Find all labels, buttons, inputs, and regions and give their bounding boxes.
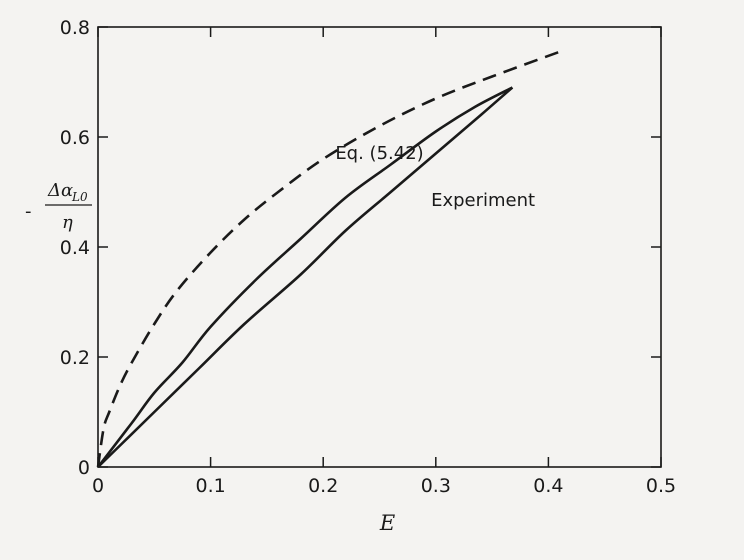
y-axis-title-prefix: - [25, 201, 32, 222]
series-layer [96, 50, 561, 468]
series-line-experiment-2 [97, 86, 514, 468]
annotation-layer: Eq. (5.42) Experiment [335, 143, 535, 211]
y-axis-title: - Δα L0 η [25, 180, 92, 233]
x-tick-label: 0.3 [421, 475, 451, 497]
x-tick-label: 0.1 [195, 475, 225, 497]
y-tick-label: 0.6 [60, 127, 90, 149]
series-line-eq-5-42 [96, 50, 561, 468]
y-axis-title-denominator: η [62, 212, 73, 233]
x-tick-label: 0.2 [308, 475, 338, 497]
axis-tick-labels: 0 0.1 0.2 0.3 0.4 0.5 0 0.2 0.4 0.6 0.8 [60, 17, 676, 497]
y-tick-label: 0.2 [60, 347, 90, 369]
x-axis-title: E [379, 511, 395, 535]
y-tick-label: 0.8 [60, 17, 90, 39]
x-tick-label: 0.4 [533, 475, 563, 497]
y-tick-label: 0 [78, 457, 90, 479]
x-tick-label: 0.5 [646, 475, 676, 497]
x-tick-label: 0 [92, 475, 104, 497]
axis-ticks [97, 26, 662, 468]
plot-area-frame [97, 26, 662, 468]
y-axis-title-numerator-subscript: L0 [71, 190, 88, 204]
series-line-experiment-1 [96, 86, 513, 468]
y-tick-label: 0.4 [60, 237, 90, 259]
series-annotation-label: Experiment [431, 190, 535, 211]
y-axis-title-numerator: Δα [47, 180, 73, 201]
series-annotation-label: Eq. (5.42) [335, 143, 423, 164]
